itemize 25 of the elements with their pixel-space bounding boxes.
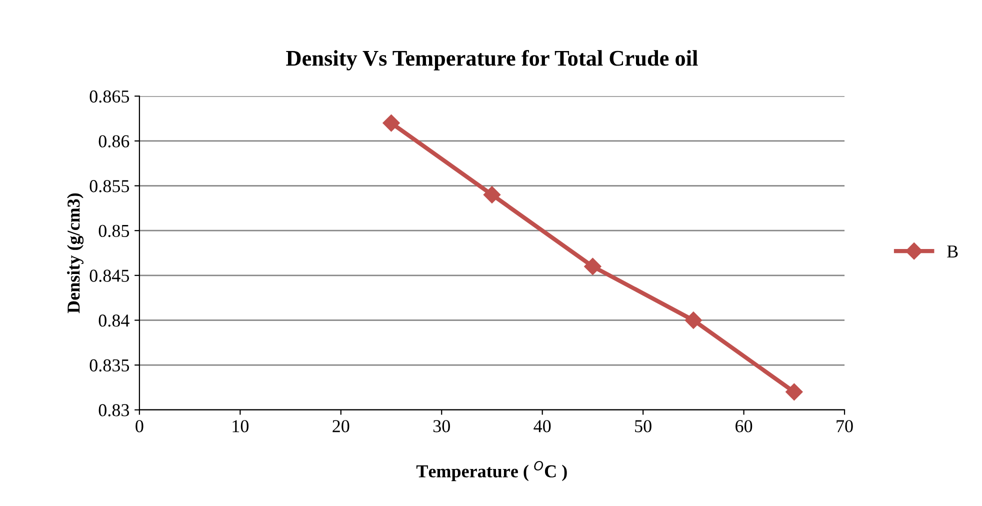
x-tick-label: 60 (736, 420, 752, 432)
chart-title: Density Vs Temperature for Total Crude oil (286, 50, 698, 70)
x-tick-label: 70 (836, 420, 853, 432)
point (483, 186, 501, 204)
legend-label: B (947, 246, 958, 258)
point (382, 114, 400, 132)
y-tick-label: 0.84 (98, 314, 130, 327)
y-tick-label: 0.865 (90, 90, 130, 103)
point (786, 383, 803, 400)
x-tick-label: 20 (332, 420, 350, 432)
y-tick-label: 0.83 (98, 404, 130, 416)
point (584, 258, 602, 275)
x-tick-label: 0 (136, 420, 144, 432)
x-tick-label: 10 (232, 420, 249, 432)
x-axis-title: Temperature ( $^{O}$C ) (416, 460, 567, 482)
y-tick-label: 0.855 (90, 180, 130, 192)
y-axis-title: Density (g/cm3) (67, 193, 84, 314)
y-tick-label: 0.86 (98, 135, 130, 148)
x-tick-label: 50 (635, 420, 652, 432)
y-tick-label: 0.85 (98, 224, 130, 238)
x-tick-label: 30 (433, 420, 450, 432)
y-tick-label: 0.845 (90, 270, 130, 282)
x-tick-label: 40 (534, 420, 551, 432)
point (684, 312, 702, 329)
y-tick-label: 0.835 (90, 359, 130, 372)
